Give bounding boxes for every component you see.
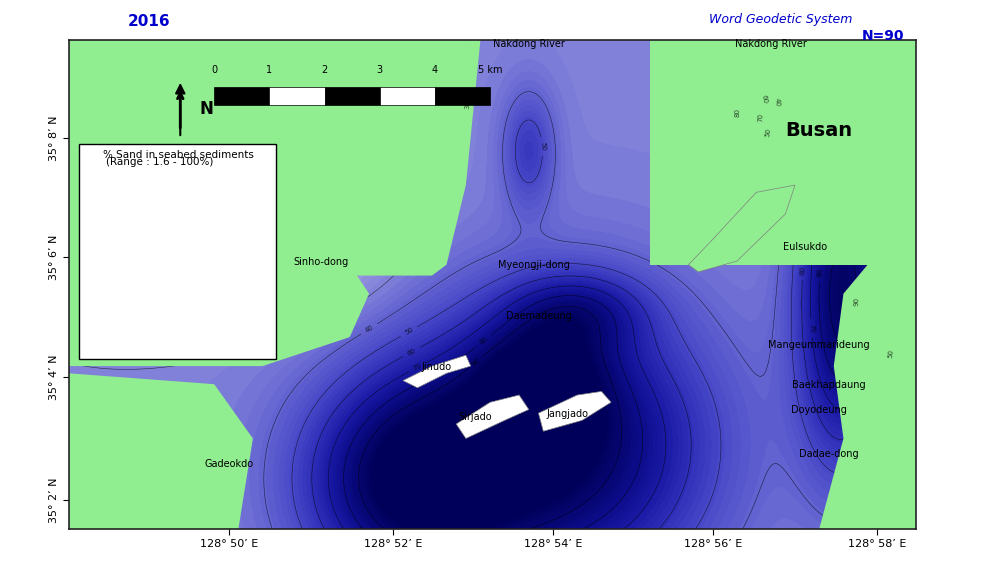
Text: Baekhapdaung: Baekhapdaung — [792, 380, 866, 390]
Polygon shape — [403, 355, 471, 388]
Text: 90: 90 — [470, 357, 481, 367]
Text: Nakdong River: Nakdong River — [735, 40, 807, 49]
Text: 80: 80 — [817, 267, 823, 277]
Text: 70: 70 — [757, 112, 764, 122]
Text: 4: 4 — [431, 65, 438, 75]
Text: 50: 50 — [539, 142, 546, 151]
Text: Busan: Busan — [786, 121, 853, 140]
Bar — [269, 87, 324, 105]
Text: 70: 70 — [808, 323, 815, 333]
Text: 3: 3 — [376, 65, 383, 75]
Text: (Range : 1.6 - 100%): (Range : 1.6 - 100%) — [106, 157, 214, 167]
Text: 30: 30 — [465, 99, 471, 109]
Text: Jinudo: Jinudo — [422, 362, 452, 371]
Text: Daemadeung: Daemadeung — [505, 311, 571, 321]
Text: 20: 20 — [235, 241, 244, 251]
Text: N: N — [200, 100, 214, 118]
Polygon shape — [69, 373, 253, 529]
Polygon shape — [820, 264, 916, 529]
Polygon shape — [69, 264, 369, 366]
Text: 40: 40 — [363, 324, 374, 334]
Polygon shape — [650, 40, 916, 264]
Text: Eulsukdo: Eulsukdo — [783, 242, 826, 252]
Text: Mangeummarideung: Mangeummarideung — [768, 340, 870, 350]
Text: Doyodeung: Doyodeung — [791, 405, 847, 415]
Text: 50: 50 — [404, 327, 415, 336]
Text: Myeongji-dong: Myeongji-dong — [497, 260, 569, 270]
Text: 90: 90 — [854, 297, 860, 306]
Text: 0: 0 — [211, 65, 218, 75]
Text: Nakdong River: Nakdong River — [492, 40, 564, 49]
Text: 50: 50 — [887, 349, 894, 358]
Text: 2: 2 — [321, 65, 328, 75]
Text: Sinho-dong: Sinho-dong — [293, 256, 349, 267]
Polygon shape — [456, 395, 529, 439]
Text: Sirjado: Sirjado — [459, 412, 492, 423]
Bar — [214, 87, 269, 105]
Bar — [379, 87, 435, 105]
Text: 5 km: 5 km — [478, 65, 502, 75]
Text: 2016: 2016 — [128, 14, 170, 29]
Text: Dadae-dong: Dadae-dong — [799, 448, 859, 459]
Polygon shape — [69, 40, 481, 275]
Text: 70: 70 — [412, 363, 423, 372]
Text: 50: 50 — [765, 127, 772, 137]
Text: 60: 60 — [407, 347, 417, 356]
Text: 80: 80 — [734, 108, 741, 117]
Bar — [324, 87, 379, 105]
Text: 40: 40 — [773, 98, 780, 107]
Text: 80: 80 — [478, 336, 489, 346]
Polygon shape — [539, 392, 611, 431]
Bar — [435, 87, 491, 105]
Text: % Sand in seabed sediments: % Sand in seabed sediments — [103, 150, 254, 160]
Text: Jangjado: Jangjado — [547, 409, 588, 419]
Text: Word Geodetic System: Word Geodetic System — [709, 13, 853, 26]
Text: 1: 1 — [266, 65, 273, 75]
Text: 60: 60 — [800, 266, 806, 275]
Text: 60: 60 — [760, 94, 767, 104]
Text: N=90: N=90 — [862, 29, 904, 43]
Text: Gadeokdo: Gadeokdo — [204, 459, 253, 469]
Polygon shape — [689, 185, 795, 272]
